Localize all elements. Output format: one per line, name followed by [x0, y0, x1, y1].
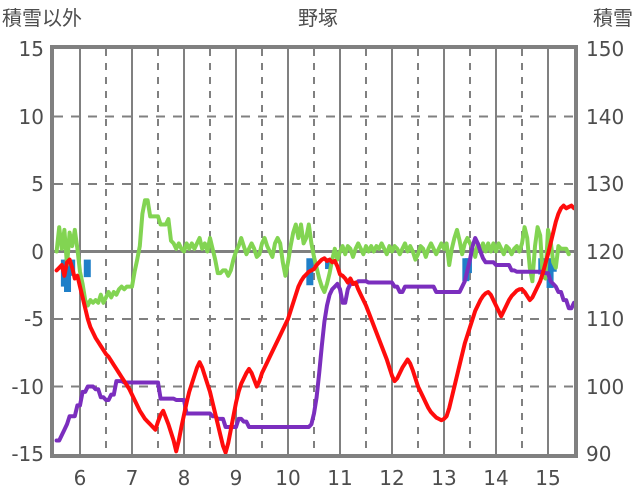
y-axis-right-tick: 100: [586, 374, 625, 399]
x-axis-tick: 7: [125, 466, 139, 490]
y-axis-left-tick: -5: [24, 307, 44, 331]
y-axis-right-tick: 90: [586, 442, 612, 466]
left-axis-unit-label: 積雪以外: [2, 6, 82, 30]
x-axis-tick: 15: [535, 466, 561, 490]
page-title: 野塚: [298, 6, 338, 30]
y-axis-right-tick: 140: [586, 104, 625, 129]
y-axis-left-tick: 0: [31, 239, 44, 264]
x-axis-tick: 10: [275, 466, 301, 490]
y-axis-left-tick: 15: [18, 37, 44, 61]
x-axis-tick: 6: [73, 466, 87, 490]
x-axis-tick: 11: [327, 466, 353, 490]
chart-svg: [54, 49, 574, 454]
y-axis-left-tick: -10: [11, 374, 44, 399]
y-axis-left-tick: 5: [31, 172, 44, 196]
y-axis-right-tick: 110: [586, 307, 625, 331]
y-axis-right-tick: 130: [586, 172, 625, 196]
y-axis-right-tick: 150: [586, 37, 625, 61]
x-axis-tick: 12: [379, 466, 405, 490]
y-axis-left-tick: 10: [18, 104, 44, 129]
plot-canvas: [54, 49, 574, 454]
plot-area: [50, 45, 578, 458]
right-axis-unit-label: 積雪: [593, 6, 633, 30]
x-axis-tick: 8: [177, 466, 191, 490]
x-axis-tick: 13: [431, 466, 457, 490]
y-axis-left-tick: -15: [11, 442, 44, 466]
x-axis-tick: 14: [483, 466, 509, 490]
x-axis-tick: 9: [229, 466, 243, 490]
y-axis-right-tick: 120: [586, 239, 625, 264]
